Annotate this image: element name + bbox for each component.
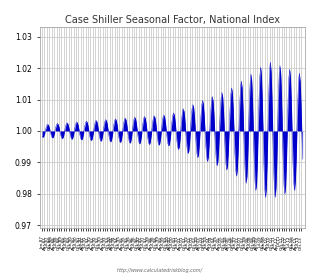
- Title: Case Shiller Seasonal Factor, National Index: Case Shiller Seasonal Factor, National I…: [65, 15, 280, 25]
- Text: http://www.calculatedriskblog.com/: http://www.calculatedriskblog.com/: [117, 268, 203, 273]
